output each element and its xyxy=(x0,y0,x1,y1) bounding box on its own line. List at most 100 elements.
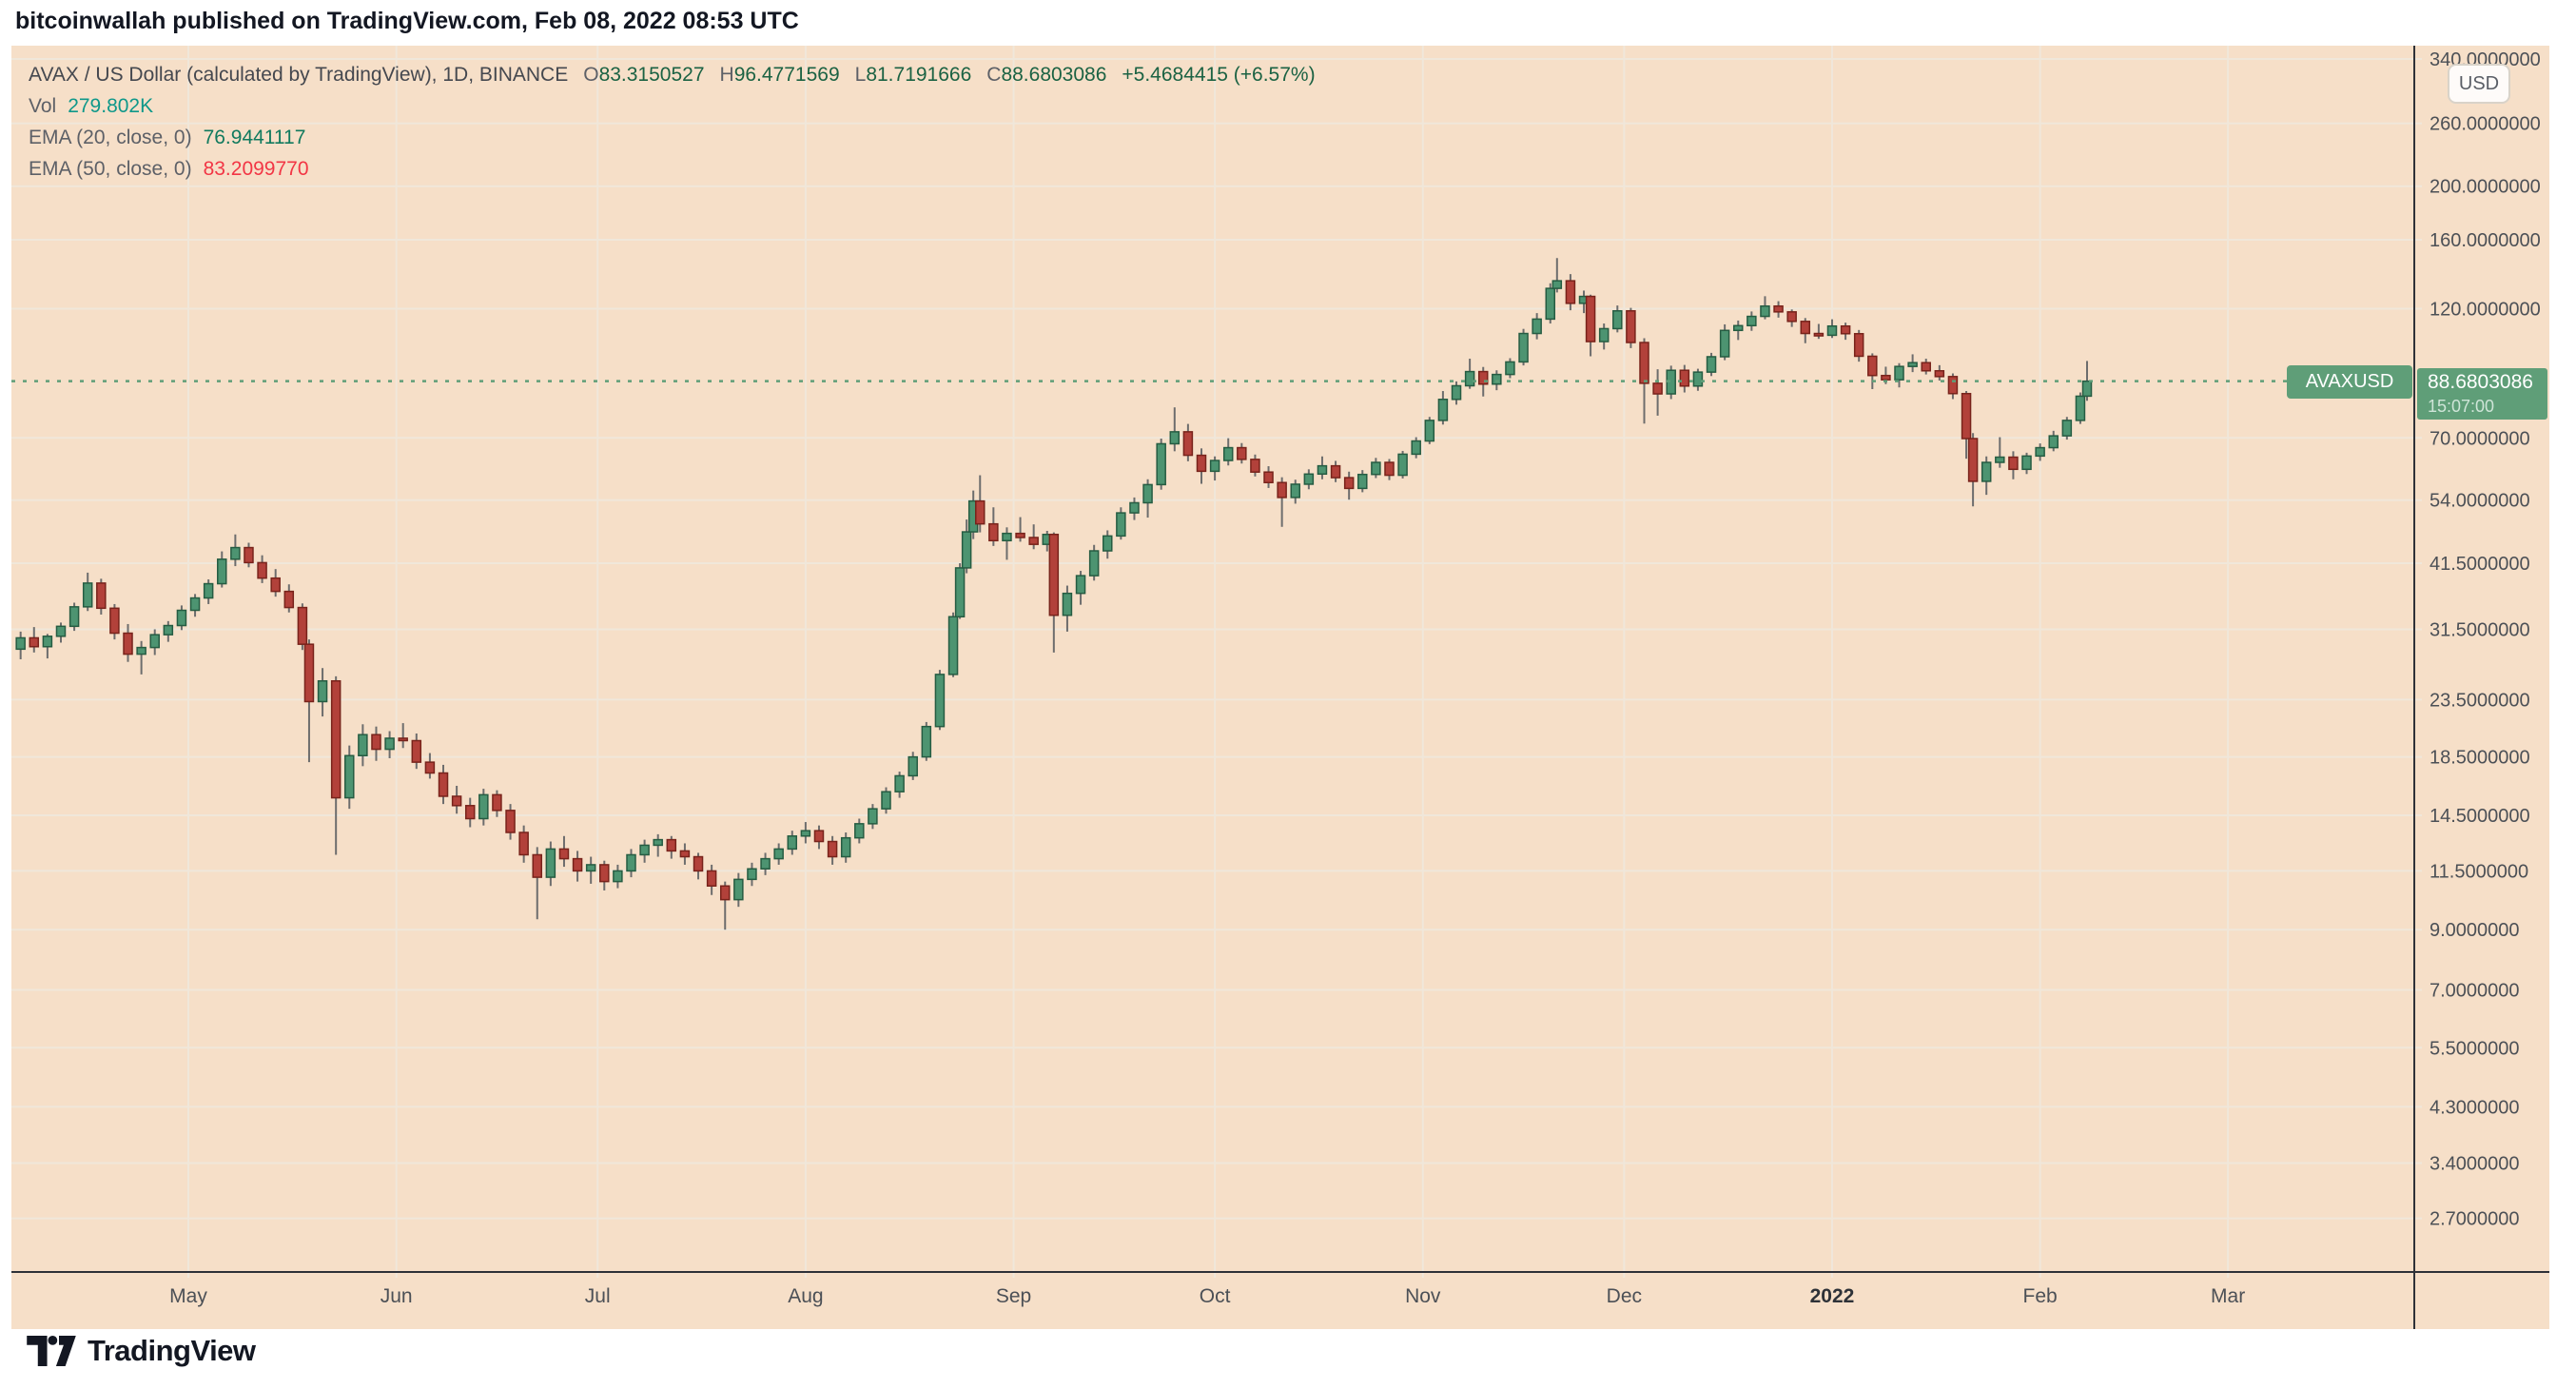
candle-down[interactable] xyxy=(1250,459,1260,473)
candle-down[interactable] xyxy=(988,522,999,542)
candle-down[interactable] xyxy=(1048,533,1060,616)
candle-up[interactable] xyxy=(15,636,26,651)
candle-up[interactable] xyxy=(1116,512,1126,538)
candle-up[interactable] xyxy=(1981,461,1992,482)
candle-up[interactable] xyxy=(1169,431,1181,445)
candle-down[interactable] xyxy=(1921,362,1931,372)
candle-down[interactable] xyxy=(303,643,315,703)
candle-down[interactable] xyxy=(1773,304,1784,313)
candle-up[interactable] xyxy=(55,625,67,637)
candle-up[interactable] xyxy=(1612,310,1623,330)
candle-up[interactable] xyxy=(639,844,650,856)
candle-down[interactable] xyxy=(1853,333,1864,358)
candle-up[interactable] xyxy=(344,754,355,799)
candle-up[interactable] xyxy=(2075,395,2086,421)
candle-up[interactable] xyxy=(203,582,214,599)
candle-down[interactable] xyxy=(29,636,40,648)
candle-down[interactable] xyxy=(1015,532,1025,538)
legend-ema50-row[interactable]: EMA (50, close, 0) 83.2099770 xyxy=(29,153,1316,185)
candle-up[interactable] xyxy=(921,725,932,758)
candle-down[interactable] xyxy=(572,857,583,872)
candle-down[interactable] xyxy=(123,632,133,655)
candle-down[interactable] xyxy=(518,831,529,856)
candle-down[interactable] xyxy=(1800,321,1811,335)
candle-up[interactable] xyxy=(2048,435,2059,449)
candle-up[interactable] xyxy=(1551,280,1563,289)
candle-up[interactable] xyxy=(1075,575,1086,595)
candle-down[interactable] xyxy=(464,805,476,820)
currency-unit-button[interactable]: USD xyxy=(2448,64,2510,104)
candle-down[interactable] xyxy=(1639,342,1649,384)
candle-up[interactable] xyxy=(1142,483,1153,504)
candle-up[interactable] xyxy=(1760,304,1770,318)
candle-up[interactable] xyxy=(760,857,771,870)
candle-up[interactable] xyxy=(747,868,757,881)
candle-up[interactable] xyxy=(907,755,918,777)
candle-down[interactable] xyxy=(1585,295,1596,342)
candles-series[interactable] xyxy=(15,258,2093,930)
candle-down[interactable] xyxy=(492,793,502,812)
candle-down[interactable] xyxy=(1934,370,1945,378)
candle-up[interactable] xyxy=(1002,532,1012,542)
candle-up[interactable] xyxy=(1209,460,1220,473)
candle-down[interactable] xyxy=(599,864,610,883)
candle-down[interactable] xyxy=(1881,374,1891,381)
candle-down[interactable] xyxy=(1961,392,1972,440)
candle-up[interactable] xyxy=(961,531,972,569)
candle-down[interactable] xyxy=(270,577,281,593)
candle-down[interactable] xyxy=(1182,431,1194,457)
candle-down[interactable] xyxy=(1028,537,1039,545)
candle-up[interactable] xyxy=(1692,371,1704,387)
candle-up[interactable] xyxy=(1505,361,1515,376)
candle-down[interactable] xyxy=(693,855,704,872)
candle-up[interactable] xyxy=(1518,332,1529,363)
candle-up[interactable] xyxy=(2021,455,2032,471)
candle-up[interactable] xyxy=(2061,420,2073,437)
candle-up[interactable] xyxy=(1732,324,1744,332)
candle-up[interactable] xyxy=(1464,370,1475,387)
candle-up[interactable] xyxy=(954,567,966,618)
candle-down[interactable] xyxy=(1263,471,1274,483)
candle-up[interactable] xyxy=(1290,483,1300,499)
candle-down[interactable] xyxy=(679,850,691,858)
candle-up[interactable] xyxy=(358,734,368,757)
candle-up[interactable] xyxy=(230,546,241,560)
candle-down[interactable] xyxy=(1565,280,1576,304)
candle-up[interactable] xyxy=(1129,501,1140,514)
candle-down[interactable] xyxy=(371,734,381,751)
candle-up[interactable] xyxy=(868,808,878,825)
candle-down[interactable] xyxy=(1867,355,1878,377)
candle-down[interactable] xyxy=(398,737,408,742)
candle-up[interactable] xyxy=(384,737,395,751)
candle-down[interactable] xyxy=(532,853,543,878)
candle-down[interactable] xyxy=(505,810,516,833)
candle-up[interactable] xyxy=(1995,456,2005,463)
candle-up[interactable] xyxy=(42,636,53,648)
candle-down[interactable] xyxy=(1343,477,1355,490)
candle-up[interactable] xyxy=(613,870,623,883)
candle-up[interactable] xyxy=(1062,592,1073,616)
tradingview-branding[interactable]: TradingView xyxy=(27,1334,256,1368)
candle-up[interactable] xyxy=(163,624,174,636)
candle-up[interactable] xyxy=(1706,356,1717,373)
candle-up[interactable] xyxy=(1222,446,1234,461)
legend-symbol-row[interactable]: AVAX / US Dollar (calculated by TradingV… xyxy=(29,59,1316,90)
candle-up[interactable] xyxy=(1103,535,1113,552)
legend-volume-row[interactable]: Vol 279.802K xyxy=(29,90,1316,122)
candle-up[interactable] xyxy=(1397,453,1408,477)
candle-up[interactable] xyxy=(545,848,556,878)
candle-up[interactable] xyxy=(2081,380,2093,398)
candle-up[interactable] xyxy=(1747,315,1757,327)
candle-up[interactable] xyxy=(773,848,784,860)
candle-up[interactable] xyxy=(1371,461,1381,476)
candle-up[interactable] xyxy=(1719,329,1730,358)
candle-down[interactable] xyxy=(706,870,717,887)
candle-down[interactable] xyxy=(813,830,825,843)
candle-up[interactable] xyxy=(317,679,328,703)
candle-up[interactable] xyxy=(1451,384,1462,401)
candle-up[interactable] xyxy=(840,836,851,858)
candle-down[interactable] xyxy=(719,885,731,901)
candle-down[interactable] xyxy=(451,795,462,807)
candle-up[interactable] xyxy=(585,864,596,872)
